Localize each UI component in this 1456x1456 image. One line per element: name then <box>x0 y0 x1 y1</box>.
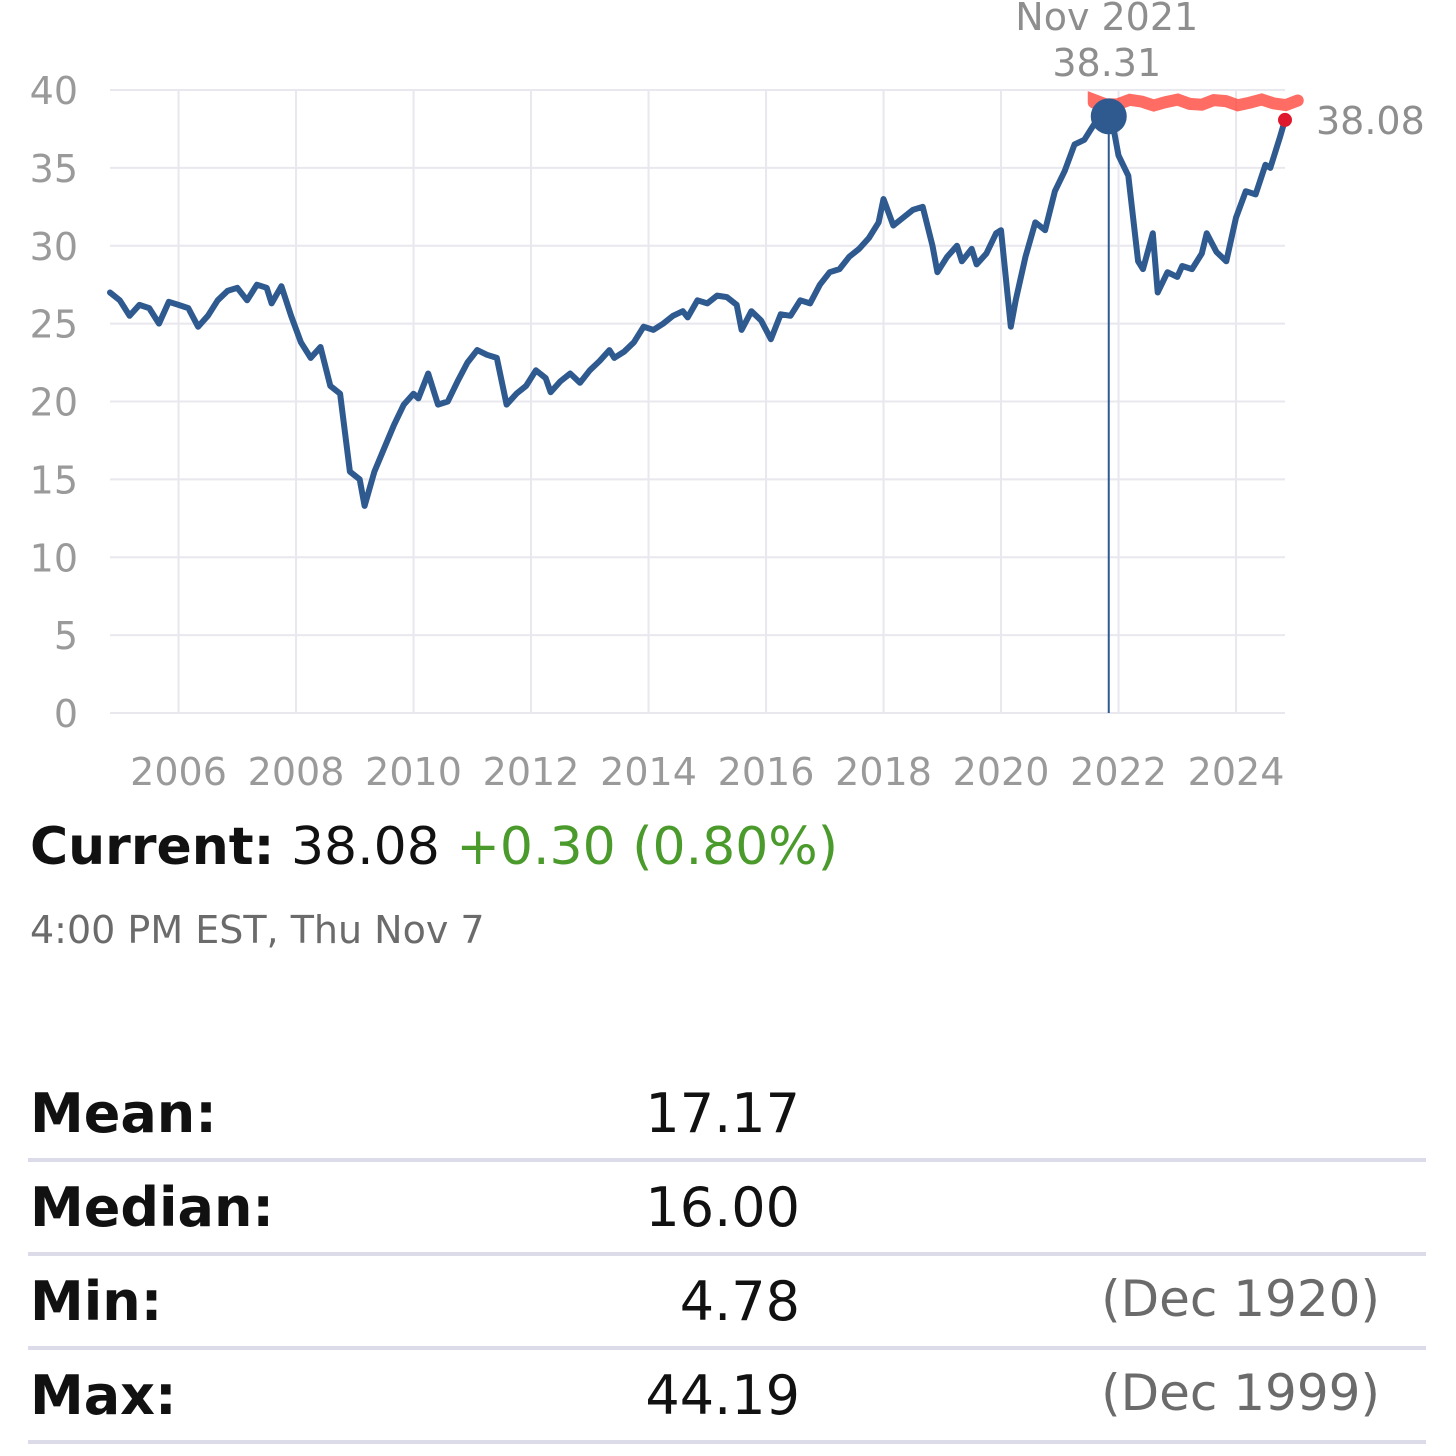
x-tick-label: 2006 <box>130 750 227 794</box>
y-tick-label: 20 <box>30 381 78 425</box>
current-value-label: 38.08 <box>1316 99 1425 143</box>
x-tick-label: 2008 <box>248 750 345 794</box>
current-value: 38.08 <box>290 817 440 877</box>
y-axis: 0 5 10 15 20 25 30 35 40 <box>30 69 78 736</box>
current-quote: Current: 38.08 +0.30 (0.80%) <box>30 812 838 882</box>
y-tick-label: 35 <box>30 147 78 191</box>
y-tick-label: 30 <box>30 225 78 269</box>
y-tick-label: 0 <box>54 692 78 736</box>
x-tick-label: 2016 <box>718 750 815 794</box>
current-label: Current: <box>30 817 275 877</box>
stat-row-max: Max: 44.19 (Dec 1999) <box>28 1350 1426 1444</box>
highlight-band <box>1087 91 1304 112</box>
stat-label: Max: <box>30 1364 177 1427</box>
x-tick-label: 2010 <box>365 750 462 794</box>
stats-table: Mean: 17.17 Median: 16.00 Min: 4.78 (Dec… <box>28 1068 1426 1444</box>
current-change: +0.30 (0.80%) <box>456 817 839 877</box>
x-tick-label: 2018 <box>835 750 932 794</box>
x-tick-label: 2020 <box>953 750 1050 794</box>
stat-date: (Dec 1999) <box>1101 1364 1380 1422</box>
x-tick-label: 2014 <box>600 750 697 794</box>
stat-label: Mean: <box>30 1082 217 1145</box>
x-tick-label: 2012 <box>483 750 580 794</box>
y-tick-label: 25 <box>30 303 78 347</box>
peak-marker[interactable] <box>1090 98 1127 135</box>
peak-date-label: Nov 2021 <box>1015 0 1198 39</box>
stat-label: Min: <box>30 1270 163 1333</box>
x-axis: 2006 2008 2010 2012 2014 2016 2018 2020 2022 2024 <box>130 750 1284 794</box>
stat-value: 16.00 <box>645 1176 800 1239</box>
stat-value: 17.17 <box>645 1082 800 1145</box>
x-tick-label: 2022 <box>1070 750 1167 794</box>
stat-date: (Dec 1920) <box>1101 1270 1380 1328</box>
stat-value: 44.19 <box>645 1364 800 1427</box>
line-chart: 0 5 10 15 20 25 30 35 40 2006 2008 2010 2012 2014 201… <box>30 0 1425 794</box>
y-tick-label: 10 <box>30 536 78 580</box>
stat-row-median: Median: 16.00 <box>28 1162 1426 1256</box>
stat-row-mean: Mean: 17.17 <box>28 1068 1426 1162</box>
y-tick-label: 40 <box>30 69 78 113</box>
chart-grid <box>110 89 1285 714</box>
stat-value: 4.78 <box>679 1270 800 1333</box>
stat-label: Median: <box>30 1176 275 1239</box>
stat-row-min: Min: 4.78 (Dec 1920) <box>28 1256 1426 1350</box>
y-tick-label: 15 <box>30 458 78 502</box>
quote-timestamp: 4:00 PM EST, Thu Nov 7 <box>30 908 485 952</box>
y-tick-label: 5 <box>54 614 78 658</box>
current-marker <box>1278 112 1292 127</box>
x-tick-label: 2024 <box>1188 750 1285 794</box>
peak-value-label: 38.31 <box>1052 41 1161 85</box>
